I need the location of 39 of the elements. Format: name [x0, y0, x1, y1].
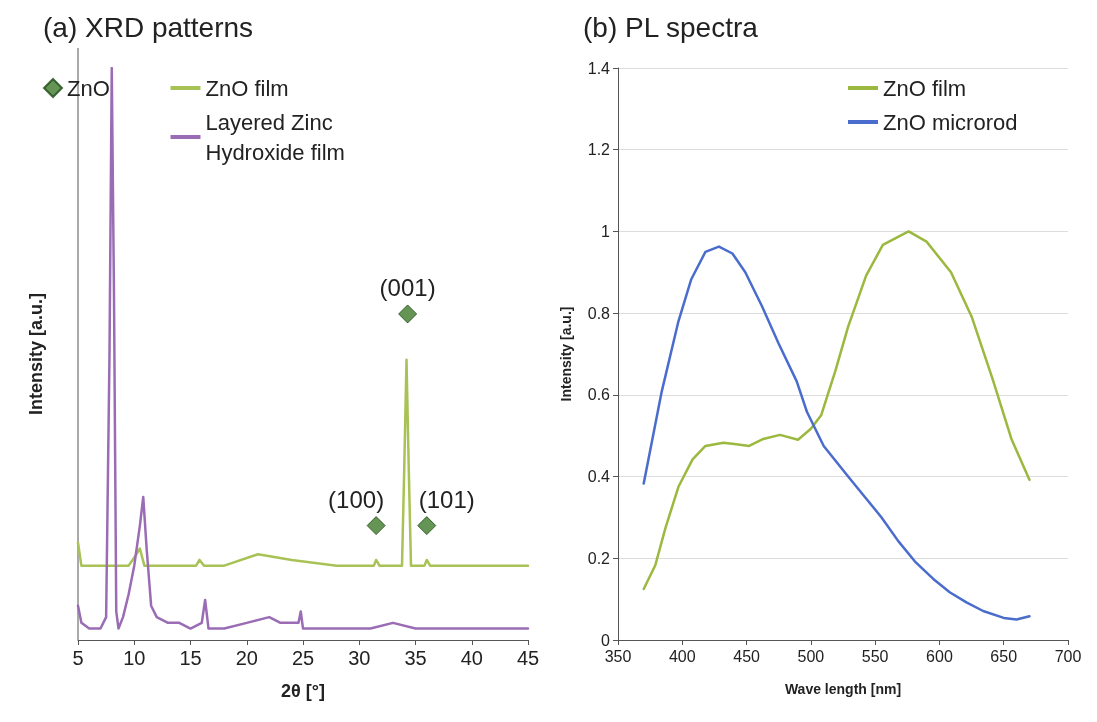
y-tick-label: 0.6: [587, 386, 611, 404]
x-tick-label: 15: [179, 647, 202, 669]
legend-label: ZnO film: [883, 75, 967, 101]
x-axis-title: Wave length [nm]: [784, 681, 902, 697]
y-tick-label: 1: [601, 222, 611, 240]
y-tick-label: 1.4: [587, 59, 611, 77]
annotation: (100): [328, 486, 385, 514]
legend-label: ZnO: [67, 75, 110, 101]
x-tick-label: 600: [926, 647, 953, 665]
x-tick-label: 450: [733, 647, 761, 665]
y-tick-label: 0.4: [587, 468, 611, 486]
x-tick-label: 500: [797, 647, 825, 665]
chart-title: (a) XRD patterns: [43, 11, 254, 43]
x-tick-label: 30: [348, 647, 371, 669]
annotation: (001): [379, 274, 436, 302]
y-axis-title: Intensity [a.u.]: [26, 292, 46, 416]
x-tick-label: 700: [1054, 647, 1082, 665]
legend-label: Layered Zinc Hydroxide film: [205, 109, 345, 165]
x-tick-label: 40: [460, 647, 483, 669]
legend-label: ZnO microrod: [883, 109, 1018, 135]
y-tick-label: 0.8: [587, 304, 611, 322]
y-tick-label: 1.2: [587, 141, 611, 159]
x-axis-title: 2θ [°]: [281, 681, 325, 701]
x-tick-label: 550: [861, 647, 889, 665]
annotation: (101): [418, 486, 475, 514]
x-tick-label: 400: [668, 647, 696, 665]
chart-title: (b) PL spectra: [583, 11, 759, 43]
x-tick-label: 35: [404, 647, 427, 669]
x-tick-label: 25: [291, 647, 315, 669]
y-tick-label: 0: [601, 631, 611, 649]
y-tick-label: 0.2: [587, 549, 611, 567]
x-tick-label: 10: [123, 647, 146, 669]
x-tick-label: 5: [72, 647, 84, 669]
x-tick-label: 350: [604, 647, 632, 665]
y-axis-title: Intensity [a.u.]: [558, 306, 574, 402]
x-tick-label: 20: [235, 647, 258, 669]
x-tick-label: 45: [516, 647, 540, 669]
legend-label: ZnO film: [205, 75, 289, 101]
x-tick-label: 650: [990, 647, 1018, 665]
